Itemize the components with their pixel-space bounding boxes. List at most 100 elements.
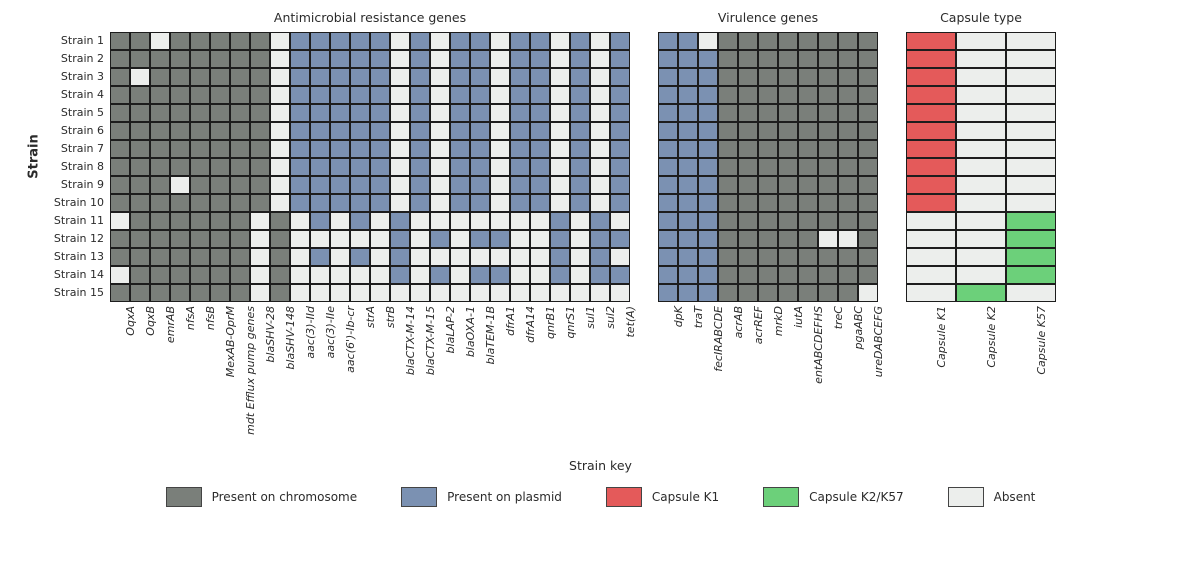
- heatmap-cell: [698, 248, 718, 266]
- heatmap-cell: [510, 122, 530, 140]
- heatmap-cell: [270, 266, 290, 284]
- heatmap-cell: [330, 122, 350, 140]
- heatmap-cell: [778, 50, 798, 68]
- heatmap-cell: [678, 68, 698, 86]
- heatmap-cell: [718, 248, 738, 266]
- heatmap-cell: [390, 176, 410, 194]
- heatmap-cell: [550, 122, 570, 140]
- heatmap-cell: [1006, 284, 1056, 302]
- heatmap-cell: [718, 104, 738, 122]
- heatmap-cell: [1006, 32, 1056, 50]
- heatmap-cell: [150, 140, 170, 158]
- heatmap-cell: [430, 230, 450, 248]
- heatmap-cell: [410, 86, 430, 104]
- heatmap-cell: [590, 176, 610, 194]
- heatmap-cell: [778, 104, 798, 122]
- heatmap-cell: [390, 32, 410, 50]
- heatmap-cell: [130, 122, 150, 140]
- heatmap-cell: [290, 32, 310, 50]
- heatmap-cell: [170, 50, 190, 68]
- column-label-wrap: dpK: [658, 304, 678, 454]
- heatmap-cell: [678, 176, 698, 194]
- heatmap-cell: [818, 284, 838, 302]
- heatmap-cell: [818, 230, 838, 248]
- heatmap-cell: [570, 86, 590, 104]
- heatmap-cell: [838, 104, 858, 122]
- heatmap-cell: [410, 140, 430, 158]
- heatmap-cell: [610, 86, 630, 104]
- heatmap-cell: [658, 158, 678, 176]
- heatmap-cell: [450, 266, 470, 284]
- heatmap-cell: [190, 176, 210, 194]
- legend-label: Capsule K2/K57: [809, 490, 903, 504]
- strain-label: Strain 12: [48, 230, 110, 248]
- heatmap-cell: [350, 284, 370, 302]
- heatmap-cell: [738, 194, 758, 212]
- heatmap-cell: [150, 32, 170, 50]
- heatmap-cell: [590, 284, 610, 302]
- heatmap-cell: [430, 32, 450, 50]
- heatmap-cell: [210, 194, 230, 212]
- heatmap-cell: [390, 158, 410, 176]
- heatmap-cell: [350, 122, 370, 140]
- heatmap-cell: [230, 176, 250, 194]
- heatmap-cell: [590, 158, 610, 176]
- heatmap-cell: [550, 50, 570, 68]
- heatmap-cell: [270, 122, 290, 140]
- legend-swatch: [948, 487, 984, 507]
- heatmap-cell: [698, 176, 718, 194]
- column-label-wrap: sul1: [570, 304, 590, 454]
- heatmap-cell: [490, 86, 510, 104]
- heatmap-cell: [450, 194, 470, 212]
- heatmap-cell: [390, 212, 410, 230]
- column-label-wrap: nfsB: [190, 304, 210, 454]
- heatmap-cell: [658, 248, 678, 266]
- heatmap-cell: [170, 158, 190, 176]
- heatmap-cell: [310, 32, 330, 50]
- legend-swatch: [166, 487, 202, 507]
- heatmap-cell: [798, 122, 818, 140]
- heatmap-cell: [570, 68, 590, 86]
- heatmap-cell: [570, 122, 590, 140]
- heatmap-cell: [678, 194, 698, 212]
- heatmap-cell: [858, 230, 878, 248]
- column-label-wrap: treC: [818, 304, 838, 454]
- heatmap-cell: [290, 140, 310, 158]
- heatmap-cell: [130, 176, 150, 194]
- heatmap-cell: [210, 50, 230, 68]
- heatmap-cell: [450, 158, 470, 176]
- heatmap-cell: [570, 194, 590, 212]
- heatmap-cell: [738, 104, 758, 122]
- heatmap-cell: [798, 194, 818, 212]
- heatmap-cell: [370, 266, 390, 284]
- heatmap-cell: [470, 104, 490, 122]
- heatmap-cell: [818, 50, 838, 68]
- heatmap-cell: [410, 122, 430, 140]
- heatmap-cell: [210, 248, 230, 266]
- heatmap-cell: [550, 86, 570, 104]
- heatmap-cell: [270, 176, 290, 194]
- heatmap-cell: [906, 176, 956, 194]
- heatmap-cell: [370, 122, 390, 140]
- heatmap-cell: [818, 212, 838, 230]
- heatmap-cell: [170, 248, 190, 266]
- legend-item: Capsule K2/K57: [763, 487, 903, 507]
- heatmap-cell: [130, 194, 150, 212]
- heatmap-cell: [470, 194, 490, 212]
- column-label-wrap: Capsule K2: [956, 304, 1006, 454]
- heatmap-cell: [230, 248, 250, 266]
- heatmap-cell: [430, 104, 450, 122]
- strain-label: Strain 7: [48, 140, 110, 158]
- heatmap-cell: [510, 176, 530, 194]
- heatmap-cell: [330, 68, 350, 86]
- heatmap-cell: [678, 86, 698, 104]
- heatmap-cell: [390, 86, 410, 104]
- heatmap-cell: [210, 284, 230, 302]
- heatmap-cell: [410, 194, 430, 212]
- heatmap-cell: [698, 122, 718, 140]
- heatmap-cell: [490, 212, 510, 230]
- heatmap-cell: [430, 140, 450, 158]
- heatmap-cell: [270, 68, 290, 86]
- heatmap-cell: [658, 284, 678, 302]
- heatmap-cell: [230, 230, 250, 248]
